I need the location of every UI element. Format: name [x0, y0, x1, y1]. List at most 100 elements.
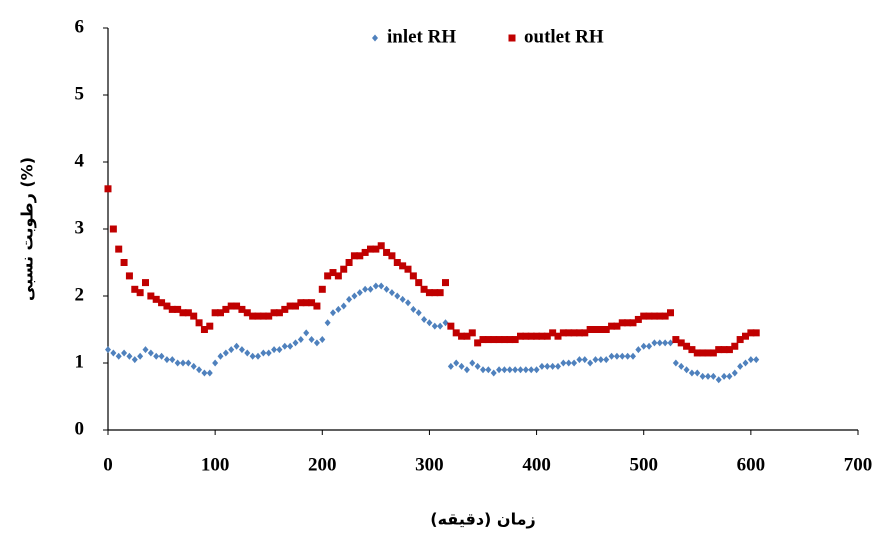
y-tick-label: 0 — [75, 418, 85, 439]
data-point — [115, 352, 122, 360]
data-point — [640, 312, 648, 320]
data-point — [720, 346, 728, 354]
data-point — [575, 329, 583, 337]
data-point — [587, 359, 594, 367]
data-point — [319, 336, 326, 344]
data-point — [645, 312, 653, 320]
data-point — [271, 346, 278, 354]
data-point — [522, 332, 530, 340]
x-tick-label: 0 — [103, 454, 113, 475]
data-point — [276, 346, 283, 354]
data-point — [372, 282, 379, 290]
data-point — [571, 359, 578, 367]
data-point — [656, 312, 664, 320]
data-point — [409, 272, 417, 280]
data-point — [185, 359, 192, 367]
data-point — [324, 319, 331, 327]
data-point — [533, 366, 540, 374]
data-point — [212, 359, 219, 367]
data-point — [458, 362, 465, 370]
data-point — [394, 292, 401, 300]
data-point — [554, 332, 562, 340]
y-tick-label: 2 — [75, 284, 85, 305]
data-point — [667, 339, 674, 347]
data-point — [184, 309, 192, 317]
y-tick-label: 4 — [75, 150, 85, 171]
data-point — [705, 372, 711, 380]
data-point — [158, 352, 165, 360]
data-point — [158, 299, 166, 307]
data-point — [115, 245, 123, 253]
data-point — [330, 309, 336, 317]
data-point — [570, 329, 578, 337]
data-point — [747, 356, 754, 364]
data-point — [667, 309, 674, 317]
y-axis-title: رطوبت نسبی (%) — [18, 157, 37, 301]
data-point — [715, 376, 722, 384]
data-point — [436, 289, 444, 297]
data-point — [404, 265, 412, 273]
data-point — [222, 305, 230, 313]
legend-label: inlet RH — [387, 26, 456, 47]
data-point — [292, 339, 299, 347]
data-point — [426, 319, 433, 327]
data-point — [608, 322, 616, 330]
data-point — [630, 352, 636, 360]
data-point — [640, 342, 647, 350]
data-point — [480, 366, 486, 374]
data-point — [528, 366, 535, 374]
data-point — [361, 248, 369, 256]
data-point — [351, 292, 358, 300]
data-point — [484, 336, 492, 344]
data-point — [694, 369, 701, 377]
data-point — [200, 326, 208, 333]
data-point — [597, 326, 605, 333]
data-point — [308, 299, 316, 307]
data-point — [437, 322, 444, 330]
x-axis-title: زمان (دقیقه) — [430, 510, 535, 529]
data-point — [335, 305, 342, 313]
data-point — [105, 346, 111, 354]
data-point — [662, 339, 669, 347]
data-point — [233, 302, 241, 310]
data-point — [452, 329, 460, 337]
data-point — [709, 349, 717, 357]
data-point — [474, 339, 482, 347]
data-point — [474, 362, 481, 370]
data-point — [174, 305, 182, 313]
data-point — [496, 366, 503, 374]
data-point — [431, 289, 439, 297]
data-point — [415, 309, 422, 317]
data-point — [495, 336, 503, 344]
data-point — [109, 225, 117, 233]
data-point — [517, 366, 524, 374]
data-point — [608, 352, 615, 360]
data-point — [678, 362, 685, 370]
data-point — [259, 312, 267, 320]
data-point — [270, 309, 278, 317]
data-point — [469, 359, 476, 367]
data-point — [736, 336, 744, 344]
data-point — [543, 332, 551, 340]
data-point — [206, 369, 213, 377]
data-point — [725, 346, 733, 354]
data-point — [206, 322, 214, 330]
data-point — [346, 295, 353, 303]
data-point — [260, 349, 267, 357]
data-point — [522, 366, 529, 374]
data-point — [544, 362, 551, 370]
data-point — [468, 329, 476, 337]
data-point — [308, 336, 315, 344]
data-point — [421, 315, 428, 323]
data-point — [586, 326, 594, 333]
data-point — [393, 259, 401, 266]
data-point — [125, 272, 133, 280]
data-point — [565, 329, 573, 337]
x-tick-label: 600 — [737, 454, 766, 475]
data-point — [136, 289, 144, 297]
data-point — [405, 299, 411, 307]
data-point — [383, 285, 390, 293]
data-point — [512, 366, 519, 374]
data-point — [742, 359, 749, 367]
data-point — [137, 352, 144, 360]
